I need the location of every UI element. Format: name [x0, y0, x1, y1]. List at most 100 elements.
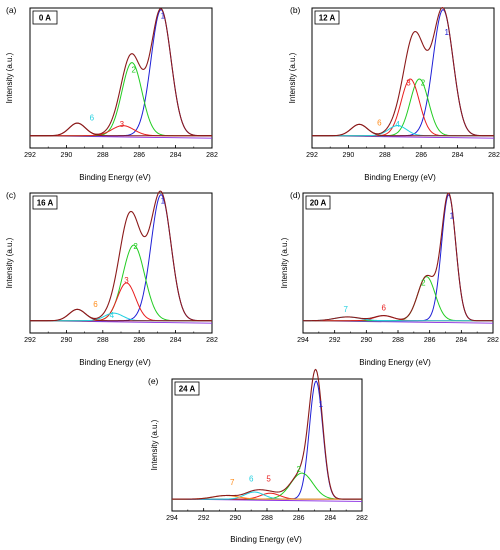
- x-tick-label: 284: [455, 337, 467, 344]
- component-peak-4: [30, 312, 212, 322]
- x-tick-label: 288: [379, 152, 391, 159]
- panel-tag: (a): [6, 5, 17, 15]
- x-tick-label: 286: [133, 337, 145, 344]
- y-axis-title: Intensity (a.u.): [150, 419, 159, 470]
- panel-c: (c) 16 A 292 290 288 286 284 282 Binding Energy …: [5, 190, 218, 367]
- peak-label-1: 1: [450, 212, 455, 221]
- envelope-curve: [30, 190, 212, 322]
- x-tick-label: 284: [324, 515, 336, 522]
- condition-box: [174, 381, 200, 396]
- panel-b: (b) 12 A 292 290 288 286 284 282 Binding Energy …: [288, 5, 500, 182]
- x-tick-label: 286: [424, 337, 436, 344]
- x-tick-label: 284: [170, 337, 182, 344]
- envelope-curve: [172, 368, 362, 500]
- condition-box: [32, 10, 58, 25]
- component-peak-2: [303, 276, 493, 322]
- x-tick-label: 290: [61, 152, 73, 159]
- x-tick-label: 282: [206, 337, 218, 344]
- condition-label: 16 A: [32, 195, 58, 210]
- panel-tag: (e): [148, 376, 159, 386]
- peak-label-5: 5: [266, 474, 271, 483]
- peak-label-2: 2: [132, 66, 137, 75]
- peak-label-3: 3: [120, 120, 125, 129]
- plot-frame: [302, 192, 494, 334]
- condition-box: [314, 10, 340, 25]
- component-peak-2: [30, 244, 212, 322]
- panel-a: (a) 0 A 292 290 288 286 284 282 Binding Energy (…: [5, 5, 218, 182]
- peak-label-3: 3: [124, 276, 129, 285]
- panel-d: (d) 20 A 294 292 290 288 286 284 282 Binding Ener…: [280, 190, 499, 367]
- condition-text: 16 A: [37, 199, 54, 208]
- x-tick-label: 292: [306, 152, 318, 159]
- y-axis-title: Intensity (a.u.): [280, 237, 289, 288]
- peak-label-6: 6: [382, 304, 387, 313]
- x-tick-label: 292: [329, 337, 341, 344]
- condition-text: 24 A: [179, 385, 196, 394]
- envelope-curve: [30, 7, 212, 137]
- panel-tag: (b): [290, 5, 301, 15]
- condition-label: 20 A: [305, 195, 331, 210]
- component-peak-1: [303, 194, 493, 322]
- x-tick-label: 284: [170, 152, 182, 159]
- condition-text: 12 A: [319, 14, 336, 23]
- y-axis-title: Intensity (a.u.): [288, 52, 297, 103]
- x-tick-label: 284: [452, 152, 464, 159]
- x-tick-label: 290: [61, 337, 73, 344]
- peak-label-2: 2: [133, 242, 138, 251]
- x-tick-label: 282: [488, 152, 500, 159]
- x-tick-label: 292: [24, 337, 36, 344]
- envelope-curve: [312, 6, 494, 137]
- peak-label-1: 1: [161, 197, 166, 206]
- peak-label-1: 1: [444, 28, 449, 37]
- peak-label-1: 1: [161, 12, 166, 21]
- peak-label-1: 1: [319, 400, 324, 409]
- x-tick-label: 294: [166, 515, 178, 522]
- peak-label-6: 6: [249, 474, 254, 483]
- x-axis-title: Binding Energy (eV): [364, 173, 436, 182]
- condition-label: 0 A: [32, 10, 58, 25]
- condition-text: 0 A: [39, 14, 51, 23]
- panel-tag: (c): [6, 190, 16, 200]
- x-tick-label: 290: [343, 152, 355, 159]
- peak-label-2: 2: [421, 78, 426, 87]
- condition-label: 24 A: [174, 381, 200, 396]
- x-tick-label: 286: [133, 152, 145, 159]
- x-tick-label: 288: [97, 337, 109, 344]
- peak-label-2: 2: [421, 278, 426, 287]
- peak-label-3: 3: [406, 78, 411, 87]
- x-tick-label: 282: [206, 152, 218, 159]
- x-tick-label: 290: [360, 337, 372, 344]
- peak-label-4: 4: [110, 311, 115, 320]
- x-tick-label: 294: [297, 337, 309, 344]
- peak-label-2: 2: [296, 465, 301, 474]
- condition-text: 20 A: [310, 199, 327, 208]
- x-tick-label: 288: [97, 152, 109, 159]
- peak-label-7: 7: [344, 305, 349, 314]
- x-tick-label: 282: [487, 337, 499, 344]
- condition-label: 12 A: [314, 10, 340, 25]
- component-peak-1: [30, 9, 212, 137]
- peak-label-6: 6: [90, 114, 95, 123]
- component-peak-1: [30, 194, 212, 322]
- peak-label-4: 4: [395, 120, 400, 129]
- peak-label-6: 6: [93, 300, 98, 309]
- component-peak-6: [312, 123, 494, 137]
- peak-label-6: 6: [377, 119, 382, 128]
- peak-label-7: 7: [230, 478, 235, 487]
- x-tick-label: 288: [261, 515, 273, 522]
- x-axis-title: Binding Energy (eV): [79, 358, 151, 367]
- plot-frame: [171, 378, 363, 512]
- condition-box: [32, 195, 58, 210]
- x-tick-label: 288: [392, 337, 404, 344]
- x-tick-label: 292: [198, 515, 210, 522]
- x-axis-title: Binding Energy (eV): [230, 535, 302, 544]
- y-axis-title: Intensity (a.u.): [5, 237, 14, 288]
- x-tick-label: 290: [229, 515, 241, 522]
- x-axis-title: Binding Energy (eV): [79, 173, 151, 182]
- y-axis-title: Intensity (a.u.): [5, 52, 14, 103]
- condition-box: [305, 195, 331, 210]
- x-tick-label: 292: [24, 152, 36, 159]
- component-peak-6: [303, 315, 493, 322]
